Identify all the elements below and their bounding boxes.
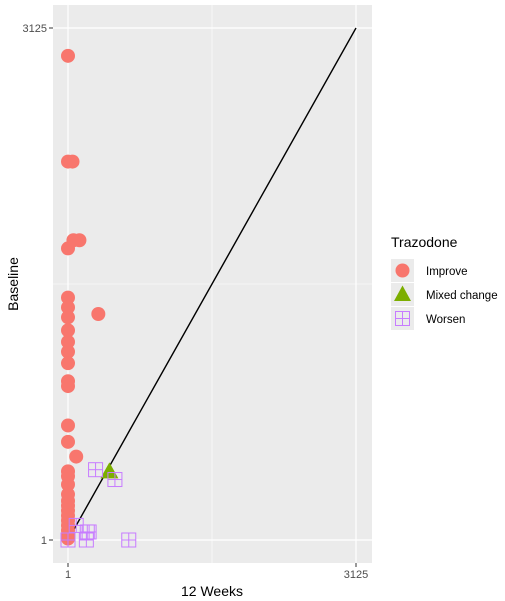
point-mixed-change [100, 462, 119, 479]
x-axis-title: 12 Weeks [181, 583, 243, 599]
point-improve [61, 379, 75, 394]
point-worsen [107, 472, 123, 488]
legend: Trazodone Improve Mixed change Worsen [391, 234, 498, 330]
legend-title: Trazodone [391, 234, 458, 250]
data-points [60, 48, 137, 548]
point-improve [61, 334, 75, 349]
point-worsen [121, 532, 137, 548]
point-improve [65, 154, 80, 169]
legend-key-improve [395, 263, 410, 278]
y-axis-title: Baseline [5, 257, 21, 311]
y-tick-label: 1 [41, 535, 47, 547]
point-improve [61, 344, 75, 359]
point-improve [61, 434, 75, 449]
legend-key-worsen [395, 311, 410, 326]
x-tick-label: 3125 [344, 569, 368, 581]
point-worsen [81, 524, 97, 540]
legend-label-worsen: Worsen [426, 314, 465, 326]
y-axis: 1 3125 Baseline [5, 23, 53, 547]
point-improve [61, 300, 75, 315]
reference-line [67, 27, 357, 541]
point-improve [61, 477, 75, 492]
grid-lines [53, 5, 372, 563]
legend-label-improve: Improve [426, 266, 468, 278]
point-worsen [88, 462, 104, 478]
point-improve [72, 233, 87, 248]
point-worsen [60, 532, 76, 548]
point-improve [61, 356, 75, 371]
point-improve [61, 48, 75, 63]
legend-key-mixed-change [394, 285, 411, 301]
legend-label-mixed-change: Mixed change [426, 290, 498, 302]
point-improve [61, 310, 75, 325]
x-tick-label: 1 [65, 569, 71, 581]
x-axis: 1 3125 12 Weeks [65, 563, 368, 599]
point-improve [69, 449, 84, 464]
point-improve [61, 418, 75, 433]
y-tick-label: 3125 [23, 23, 47, 35]
point-worsen [78, 532, 94, 548]
point-improve [61, 290, 75, 305]
point-improve [61, 323, 75, 338]
point-improve [91, 306, 106, 321]
